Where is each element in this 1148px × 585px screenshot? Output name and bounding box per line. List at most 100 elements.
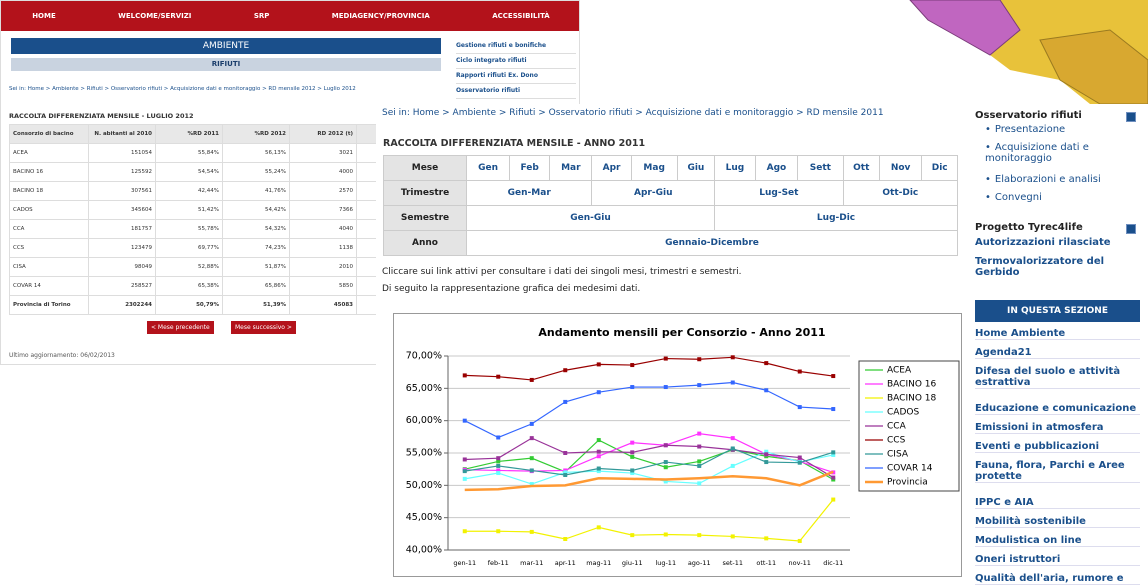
period-link[interactable]: Mag — [631, 156, 677, 181]
section-link[interactable]: Emissioni in atmosfera — [975, 422, 1140, 434]
side-link[interactable]: Gestione rifiuti e bonifiche — [456, 39, 576, 54]
link[interactable]: Elaborazioni e analisi — [985, 174, 1135, 185]
table-cell: 151054 — [89, 144, 156, 163]
period-link[interactable]: Mar — [550, 156, 592, 181]
section-link[interactable]: Fauna, flora, Parchi e Aree protette — [975, 460, 1140, 483]
point-marker — [697, 481, 701, 485]
nav-item[interactable]: WELCOME/SERVIZI — [118, 12, 191, 20]
table-row: CISA9804952,88%51,87%2010393 — [10, 258, 424, 277]
table-cell: 54,42% — [223, 201, 290, 220]
period-link[interactable]: Nov — [879, 156, 921, 181]
point-marker — [630, 455, 634, 459]
point-marker — [664, 443, 668, 447]
section-link[interactable]: Oneri istruttori — [975, 554, 1140, 566]
sidebar: Osservatorio rifiuti Presentazione Acquisi… — [965, 104, 1148, 577]
x-tick-label: gen-11 — [453, 559, 476, 567]
link[interactable]: Convegni — [985, 192, 1135, 203]
point-marker — [530, 456, 534, 460]
link[interactable]: Termovalorizzatore del Gerbido — [975, 256, 1125, 278]
period-link[interactable]: Gen-Mar — [467, 181, 592, 206]
link[interactable]: Acquisizione dati e monitoraggio — [985, 142, 1135, 164]
side-link[interactable]: Rapporti rifiuti Ex. Dono — [456, 69, 576, 84]
legend-label: ACEA — [887, 366, 912, 376]
table-cell: 98049 — [89, 258, 156, 277]
point-marker — [697, 445, 701, 449]
section-link[interactable]: Difesa del suolo e attività estrattiva — [975, 366, 1140, 389]
link[interactable]: Autorizzazioni rilasciate — [975, 237, 1140, 248]
table-cell: Provincia di Torino — [10, 296, 89, 315]
period-link[interactable]: Apr — [592, 156, 631, 181]
updated-note: Ultimo aggiornamento: 06/02/2013 — [9, 352, 115, 359]
table-row: COVAR 1425852765,38%65,86%5850568 — [10, 277, 424, 296]
period-link[interactable]: Gen — [467, 156, 510, 181]
section-link[interactable]: Agenda21 — [975, 347, 1140, 359]
table-cell: 307561 — [89, 182, 156, 201]
nav-item[interactable]: ACCESSIBILITÀ — [492, 12, 550, 20]
nav-item[interactable]: SRP — [254, 12, 270, 20]
section-link[interactable]: Qualità dell'aria, rumore e — [975, 573, 1140, 585]
point-marker — [731, 446, 735, 450]
period-link[interactable]: Ago — [755, 156, 797, 181]
table-cell: 69,77% — [156, 239, 223, 258]
section-link[interactable]: Educazione e comunicazione — [975, 403, 1140, 415]
point-marker — [697, 464, 701, 468]
header-cell: N. abitanti al 2010 — [89, 125, 156, 144]
table-cell: CADOS — [10, 201, 89, 220]
point-marker — [630, 450, 634, 454]
icon — [1126, 112, 1136, 122]
point-marker — [496, 375, 500, 379]
table-cell: 181757 — [89, 220, 156, 239]
period-link[interactable]: Lug — [715, 156, 756, 181]
section-link[interactable]: Mobilità sostenibile — [975, 516, 1140, 528]
table-cell: 54,54% — [156, 163, 223, 182]
side-link[interactable]: Osservatorio rifiuti — [456, 84, 576, 99]
button[interactable]: Mese successivo > — [231, 321, 296, 334]
box-title: Osservatorio rifiuti — [975, 110, 1082, 121]
link[interactable]: Presentazione — [985, 124, 1135, 135]
nav-item[interactable]: MEDIAGENCY/PROVINCIA — [332, 12, 430, 20]
period-link[interactable]: Lug-Dic — [715, 206, 958, 231]
section-link[interactable]: Modulistica on line — [975, 535, 1140, 547]
point-marker — [798, 405, 802, 409]
nav-item[interactable]: HOME — [32, 12, 56, 20]
point-marker — [530, 530, 534, 534]
point-marker — [664, 357, 668, 361]
point-marker — [731, 534, 735, 538]
side-link[interactable]: Ciclo integrato rifiuti — [456, 54, 576, 69]
x-tick-label: ott-11 — [756, 559, 776, 567]
point-marker — [731, 436, 735, 440]
period-link[interactable]: Ott — [843, 156, 879, 181]
section-link[interactable]: Home Ambiente — [975, 328, 1140, 340]
table-row: ACEA15105455,84%56,13%30214271 — [10, 144, 424, 163]
period-link[interactable]: Gen-Giu — [467, 206, 715, 231]
period-link[interactable]: Giu — [677, 156, 714, 181]
legend-label: BACINO 18 — [887, 394, 937, 404]
table-cell: ACEA — [10, 144, 89, 163]
period-link[interactable]: Sett — [798, 156, 844, 181]
period-link[interactable]: Dic — [922, 156, 958, 181]
point-marker — [563, 473, 567, 477]
table-cell: 123479 — [89, 239, 156, 258]
section-link[interactable]: Eventi e pubblicazioni — [975, 441, 1140, 453]
button[interactable]: < Mese precedente — [147, 321, 214, 334]
point-marker — [463, 457, 467, 461]
chart: Andamento mensili per Consorzio - Anno 2… — [394, 314, 961, 576]
legend-label: Provincia — [887, 478, 928, 488]
table-cell: 2010 — [290, 258, 357, 277]
table-cell: 56,13% — [223, 144, 290, 163]
table-cell: 52,88% — [156, 258, 223, 277]
period-link[interactable]: Gennaio-Dicembre — [467, 231, 958, 256]
section-link[interactable]: IPPC e AIA — [975, 497, 1140, 509]
point-marker — [630, 533, 634, 537]
table-row: BACINO 1830756142,44%41,76%25703774 — [10, 182, 424, 201]
point-marker — [831, 407, 835, 411]
table-title: RACCOLTA DIFFERENZIATA MENSILE - LUGLIO … — [9, 112, 194, 120]
point-marker — [597, 362, 601, 366]
period-link[interactable]: Ott-Dic — [843, 181, 957, 206]
period-link[interactable]: Lug-Set — [715, 181, 844, 206]
point-marker — [597, 454, 601, 458]
period-link[interactable]: Feb — [510, 156, 550, 181]
period-link[interactable]: Apr-Giu — [592, 181, 715, 206]
table-cell: 345604 — [89, 201, 156, 220]
table-cell: 4040 — [290, 220, 357, 239]
